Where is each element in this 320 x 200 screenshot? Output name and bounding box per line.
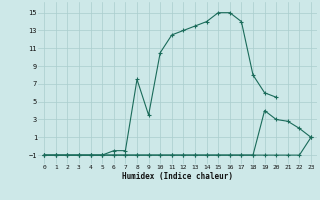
X-axis label: Humidex (Indice chaleur): Humidex (Indice chaleur) (122, 172, 233, 181)
